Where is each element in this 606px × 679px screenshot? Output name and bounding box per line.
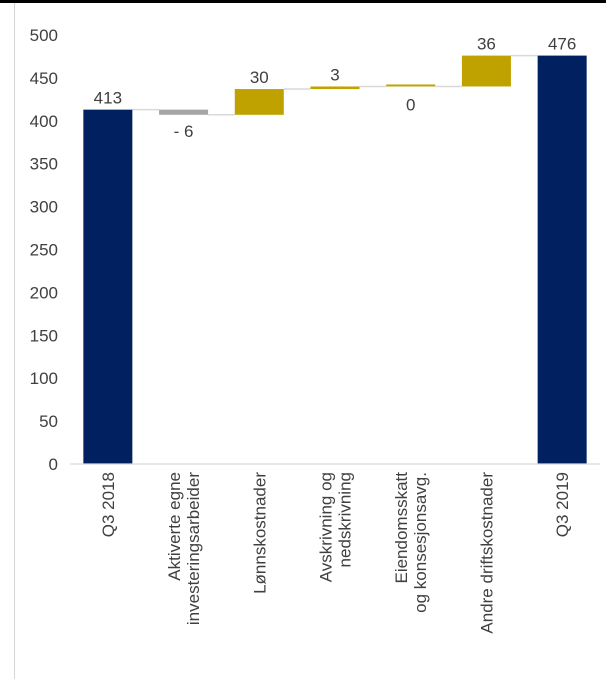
bar-5	[461, 55, 511, 87]
bars	[83, 55, 587, 465]
y-tick-label: 350	[30, 155, 58, 174]
x-tick-label-line: og konsesjonsavg.	[411, 472, 430, 613]
data-label-1: - 6	[174, 122, 194, 141]
data-label-3: 3	[330, 65, 339, 84]
y-tick-label: 300	[30, 198, 58, 217]
data-label-6: 476	[548, 35, 576, 54]
data-label-0: 413	[94, 89, 122, 108]
x-tick-label-line: Q3 2018	[99, 472, 118, 537]
y-tick-label: 200	[30, 283, 58, 302]
y-tick-label: 0	[49, 455, 58, 474]
bar-6	[537, 55, 587, 464]
y-tick-label: 450	[30, 69, 58, 88]
x-tick-label-line: Avskrivning og	[317, 472, 336, 582]
y-tick-label: 500	[30, 26, 58, 45]
x-tick-label-line: Lønnskostnader	[250, 472, 269, 594]
connectors	[132, 54, 538, 116]
x-tick-label: Eiendomsskattog konsesjonsavg.	[392, 472, 430, 613]
x-tick-label: Q3 2018	[99, 472, 118, 537]
x-tick-label-line: Q3 2019	[553, 472, 572, 537]
x-tick-label: Q3 2019	[553, 472, 572, 537]
y-tick-label: 50	[39, 412, 58, 431]
x-tick-label-line: Eiendomsskatt	[392, 472, 411, 584]
x-tick-label-line: investeringsarbeider	[184, 472, 203, 625]
data-label-2: 30	[250, 68, 269, 87]
x-tick-label-line: nedskrivning	[336, 472, 355, 567]
x-tick-label-line: Andre driftskostnader	[477, 472, 496, 634]
x-tick-label: Andre driftskostnader	[477, 472, 496, 634]
y-tick-label: 400	[30, 112, 58, 131]
left-border	[14, 3, 15, 679]
x-tick-label: Avskrivning ognedskrivning	[317, 472, 355, 582]
y-tick-label: 150	[30, 326, 58, 345]
top-border	[0, 0, 606, 3]
y-axis: 0 50 100 150 200 250 300 350 400 450 500	[30, 26, 58, 474]
data-label-5: 36	[477, 35, 496, 54]
x-tick-label: Lønnskostnader	[250, 472, 269, 594]
bar-3	[310, 86, 360, 90]
y-tick-label: 100	[30, 369, 58, 388]
bar-2	[234, 89, 284, 115]
bar-0	[83, 109, 133, 465]
data-label-4: 0	[406, 95, 415, 114]
y-tick-label: 250	[30, 241, 58, 260]
x-tick-label-line: Aktiverte egne	[165, 472, 184, 581]
bar-4	[386, 84, 436, 87]
x-axis: Q3 2018 Aktiverte egneinvesteringsarbeide…	[70, 463, 600, 634]
bar-1	[159, 109, 209, 115]
x-tick-label: Aktiverte egneinvesteringsarbeider	[165, 472, 203, 625]
